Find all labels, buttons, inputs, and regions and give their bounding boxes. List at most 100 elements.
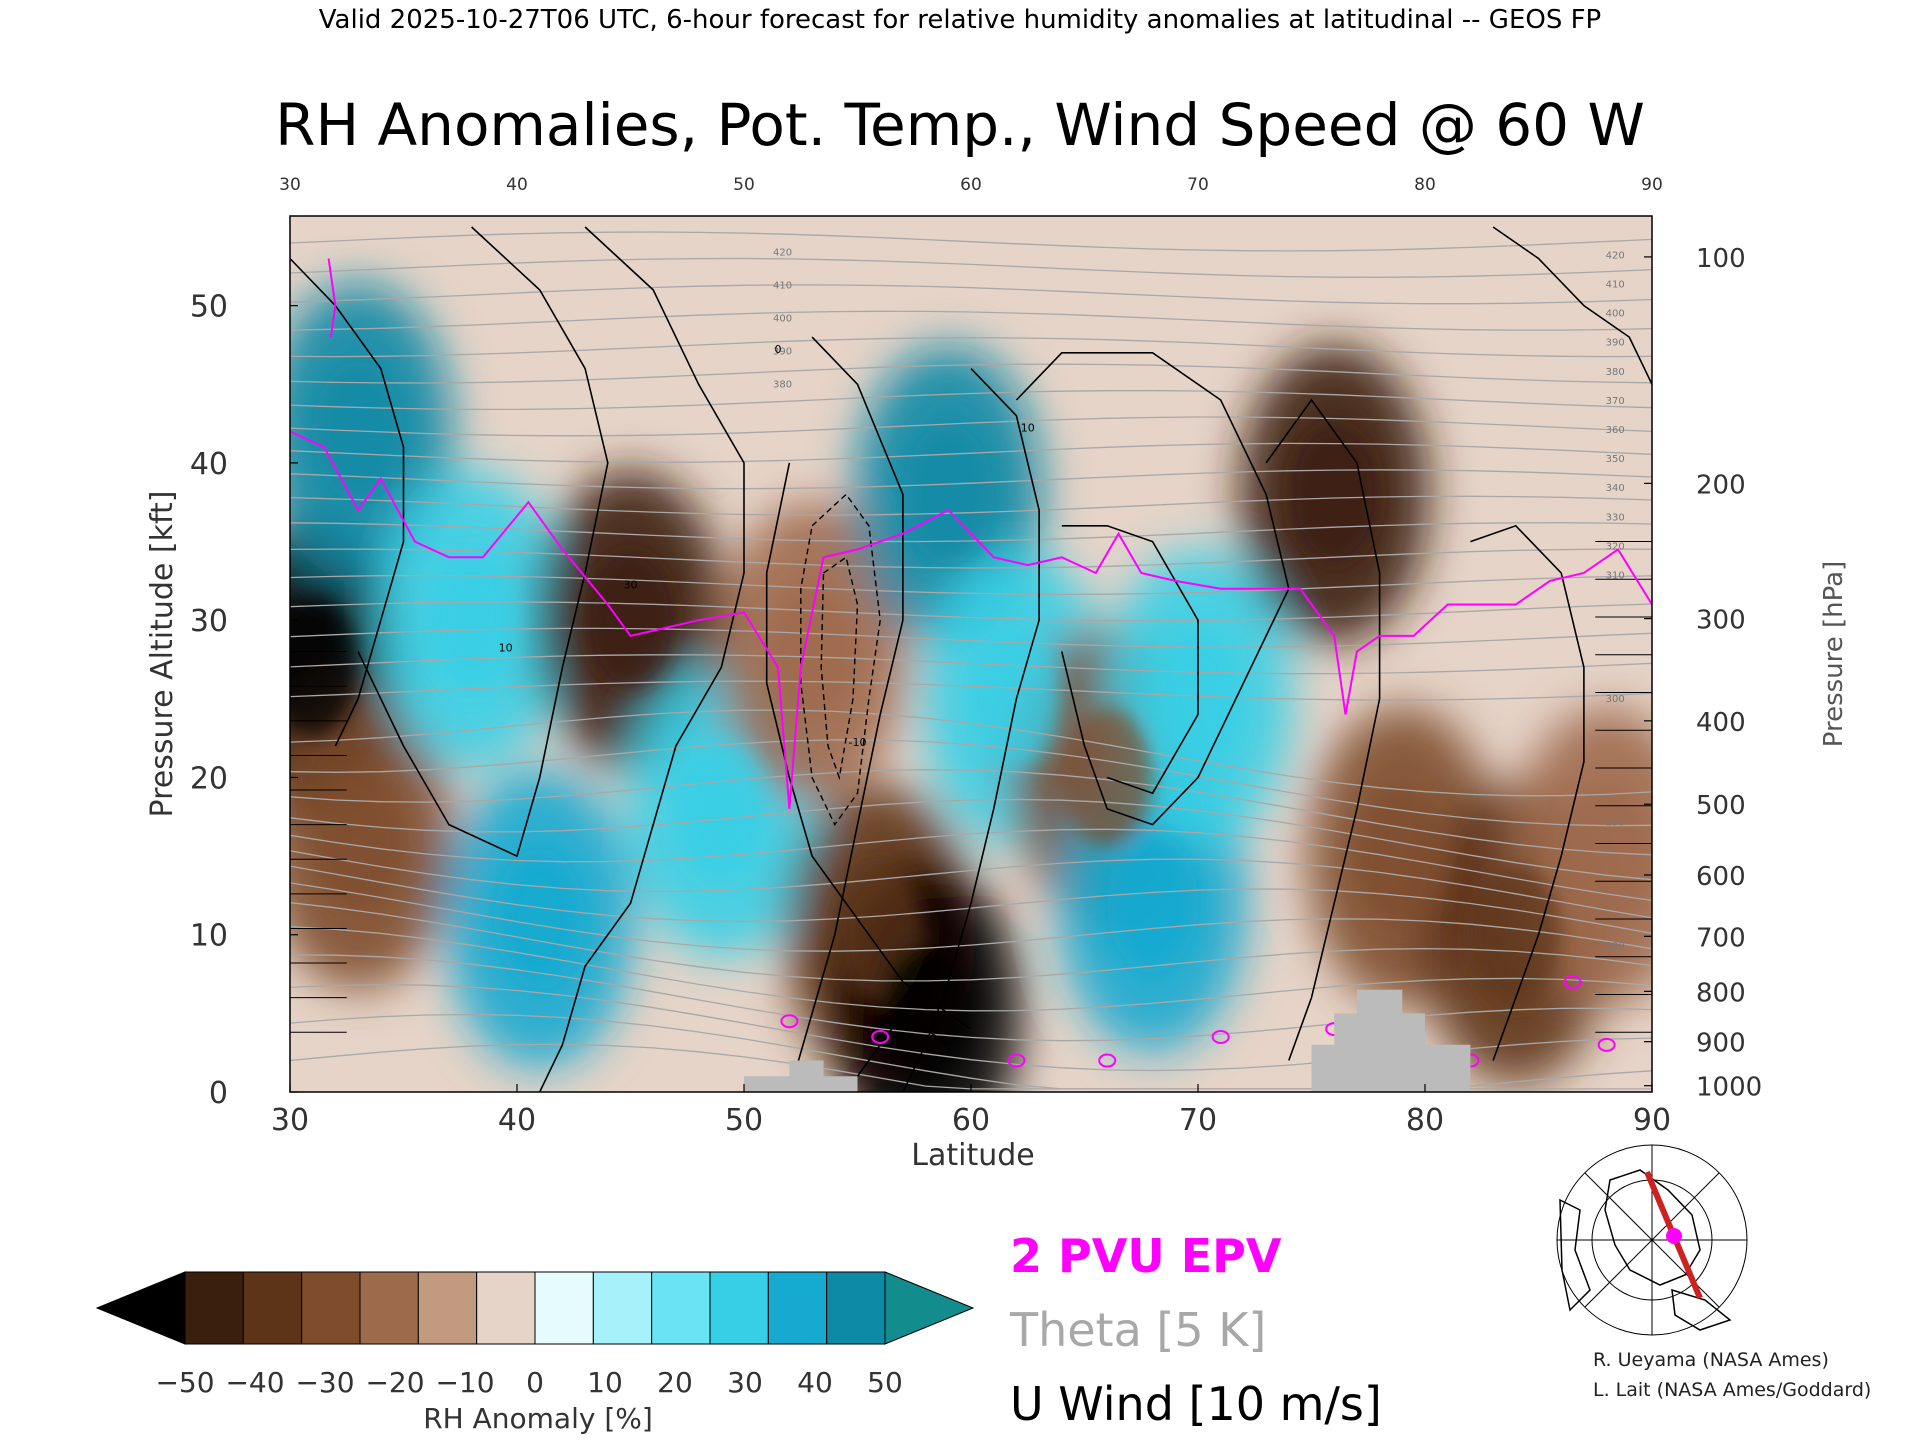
rh-cell-core (1357, 786, 1448, 927)
colorbar-under-arrow (95, 1271, 186, 1345)
y-tick-label: 20 (190, 761, 228, 796)
theta-contour (290, 363, 1652, 384)
rh-cell-core (1470, 864, 1561, 1005)
u-wind-contour (538, 226, 745, 1092)
u-wind-contour (1061, 525, 1199, 795)
u-wind-label: 10 (499, 642, 513, 655)
plot-area: 4204104003903803703603503403303203103002… (290, 216, 1652, 1092)
theta-contour (290, 925, 1652, 1012)
theta-contour (290, 310, 1652, 331)
colorbar: −50 −40 −30 −20 −10 0 10 20 30 40 50 (95, 1271, 975, 1399)
y-tick-label: 30 (190, 604, 228, 639)
rh-cell-core (676, 738, 767, 879)
theta-contour (290, 680, 1652, 701)
colorbar-swatch (709, 1271, 769, 1345)
map-section-point (1666, 1228, 1682, 1244)
epv-blob (1597, 1037, 1616, 1052)
rh-cell-core (426, 550, 517, 691)
theta-label: 290 (1606, 817, 1625, 828)
map-landmass-3 (1559, 1198, 1591, 1312)
locator-map (1556, 1144, 1748, 1336)
colorbar-tick-label: −40 (225, 1366, 284, 1399)
y-axis-label: Pressure Altitude [kft] (145, 491, 180, 818)
credit-line-1: R. Ueyama (NASA Ames) (1593, 1349, 1829, 1371)
theta-contour (290, 548, 1652, 569)
u-wind-label: 10 (1021, 421, 1035, 434)
colorbar-swatch (417, 1271, 478, 1345)
theta-contour (290, 769, 1652, 856)
pressure-tick-label: 200 (1696, 470, 1746, 500)
y-axis: 0 10 20 30 40 50 (190, 290, 298, 1111)
theta-contour (290, 495, 1652, 516)
pressure-tick-label: 1000 (1696, 1073, 1762, 1103)
theta-label: 330 (1606, 512, 1625, 523)
theta-contour (290, 469, 1652, 490)
u-wind-label: -10 (849, 736, 867, 749)
colorbar-tick-label: 50 (867, 1366, 903, 1399)
map-meridian-4 (1584, 1172, 1720, 1308)
chart-title: RH Anomalies, Pot. Temp., Wind Speed @ 6… (275, 91, 1645, 159)
rh-cell-core (1289, 424, 1380, 565)
header-text: Valid 2025-10-27T06 UTC, 6-hour forecast… (319, 5, 1601, 35)
theta-label: 380 (1606, 367, 1625, 378)
x-axis-label: Latitude (911, 1138, 1034, 1173)
rh-cell-core (1107, 833, 1198, 974)
theta-contour (290, 389, 1652, 411)
theta-contour (290, 574, 1652, 596)
x-tick-label: 90 (1633, 1103, 1671, 1138)
topography-block (744, 1060, 858, 1092)
u-wind-contour (357, 226, 609, 858)
map-landmass-2 (1671, 1288, 1732, 1331)
x-tick-label: 60 (952, 1103, 990, 1138)
u-wind-label: 0 (775, 343, 782, 356)
pressure-axis: 100 200 300 400 500 600 700 800 900 1000 (1644, 244, 1762, 1103)
theta-contour (290, 709, 1652, 797)
theta-label: 300 (1606, 694, 1625, 705)
pressure-axis-label: Pressure [hPa] (1819, 561, 1849, 748)
credit-line-2: L. Lait (NASA Ames/Goddard) (1593, 1379, 1871, 1401)
colorbar-swatch (767, 1271, 828, 1345)
epv-fragment (327, 258, 337, 338)
epv-blob (1211, 1029, 1230, 1044)
legend-theta: Theta [5 K] (1009, 1303, 1266, 1357)
colorbar-tick-label: −50 (155, 1366, 214, 1399)
theta-label: 350 (1606, 454, 1625, 465)
pressure-tick-label: 500 (1696, 791, 1746, 821)
colorbar-swatch (826, 1271, 886, 1345)
colorbar-swatch (651, 1271, 711, 1345)
rh-cell-core (290, 597, 358, 738)
x-tick-label: 80 (1406, 1103, 1444, 1138)
theta-contour (290, 257, 1652, 278)
u-wind-contour (1492, 226, 1652, 385)
top-tick-label: 40 (506, 175, 528, 195)
rh-cell-core (767, 581, 858, 722)
legend-uwind: U Wind [10 m/s] (1010, 1377, 1382, 1431)
top-tick-label: 90 (1641, 175, 1663, 195)
colorbar-swatch (476, 1271, 536, 1345)
pressure-tick-label: 800 (1696, 978, 1746, 1008)
rh-cell-core (313, 770, 404, 911)
theta-label: 320 (1606, 541, 1625, 552)
u-wind-contour (1265, 398, 1381, 1061)
colorbar-title: RH Anomaly [%] (423, 1402, 653, 1435)
x-tick-label: 30 (271, 1103, 309, 1138)
pressure-tick-label: 600 (1696, 862, 1746, 892)
theta-label: 370 (1606, 396, 1625, 407)
map-landmass-1 (1604, 1169, 1701, 1286)
theta-label: 400 (773, 313, 792, 324)
colorbar-tick-label: 0 (526, 1366, 544, 1399)
theta-contour (290, 828, 1652, 902)
theta-label: 360 (1606, 425, 1625, 436)
pressure-tick-label: 100 (1696, 244, 1746, 274)
epv-line (290, 430, 1652, 809)
colorbar-tick-label: 10 (587, 1366, 623, 1399)
theta-label: 400 (1606, 309, 1625, 320)
u-wind-contour (1470, 524, 1585, 1061)
colorbar-tick-label: −30 (295, 1366, 354, 1399)
colorbar-swatch (359, 1271, 419, 1345)
rh-cell-core (1561, 786, 1652, 927)
u-wind-contour-negative (800, 493, 881, 826)
top-axis: 30 40 50 60 70 80 90 (279, 175, 1663, 195)
top-tick-label: 70 (1187, 175, 1209, 195)
theta-contour (290, 739, 1652, 827)
